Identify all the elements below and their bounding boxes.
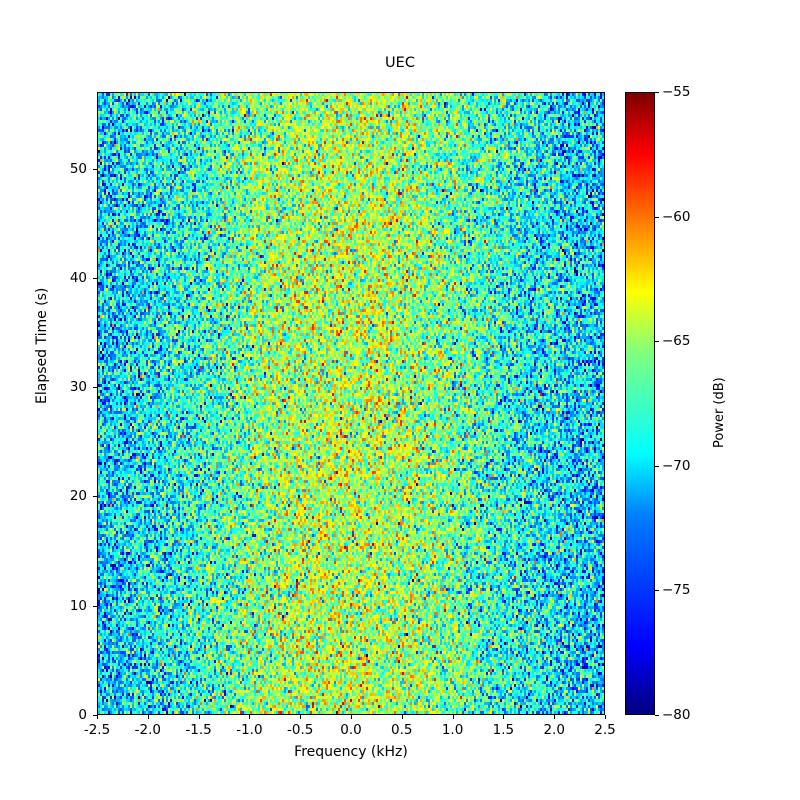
colorbar-tick-label: −60 <box>662 208 691 225</box>
x-tick-mark <box>401 715 403 719</box>
y-tick-label: 20 <box>69 488 87 505</box>
x-tick-label: 0.0 <box>340 722 362 738</box>
y-tick-label: 0 <box>78 707 87 723</box>
x-axis-label: Frequency (kHz) <box>294 744 408 760</box>
y-tick-label: 10 <box>69 597 87 614</box>
x-tick-label: 1.5 <box>492 722 515 738</box>
y-tick-mark <box>93 168 97 170</box>
x-tick-mark <box>97 715 98 719</box>
power-colorbar[interactable] <box>625 92 655 715</box>
colorbar-tick-mark <box>655 715 659 716</box>
colorbar-tick-mark <box>655 92 659 93</box>
colorbar-tick-label: −70 <box>662 457 691 474</box>
x-tick-mark <box>249 715 251 719</box>
x-tick-label: -1.0 <box>236 722 263 738</box>
colorbar-tick-mark <box>655 216 659 218</box>
x-tick-label: 0.5 <box>391 722 413 738</box>
title-line-station: UEC <box>385 55 415 71</box>
y-tick-mark <box>93 387 97 389</box>
x-tick-mark <box>300 715 302 719</box>
colorbar-tick-mark <box>655 465 659 467</box>
colorbar-label: Power (dB) <box>712 377 727 448</box>
colorbar-tick-mark <box>655 590 659 592</box>
y-tick-mark <box>93 496 97 498</box>
x-tick-label: 2.0 <box>543 722 565 738</box>
x-tick-mark <box>605 715 606 719</box>
x-tick-mark <box>198 715 200 719</box>
y-axis-label: Elapsed Time (s) <box>34 287 50 404</box>
x-tick-mark <box>452 715 454 719</box>
x-tick-label: -0.5 <box>287 722 314 738</box>
x-tick-label: -1.5 <box>185 722 212 738</box>
x-tick-label: 2.5 <box>594 722 616 738</box>
colorbar-tick-mark <box>655 341 659 343</box>
x-tick-label: -2.5 <box>83 722 111 738</box>
spectrogram-axes[interactable] <box>97 92 605 715</box>
x-tick-label: -2.0 <box>134 722 161 738</box>
colorbar-tick-label: −65 <box>662 333 691 350</box>
x-tick-mark <box>351 715 352 719</box>
x-tick-mark <box>147 715 149 719</box>
y-tick-label: 30 <box>69 379 87 396</box>
x-tick-mark <box>554 715 556 719</box>
y-tick-label: 40 <box>69 269 87 286</box>
y-tick-mark <box>93 715 97 716</box>
colorbar-tick-label: −55 <box>662 84 691 100</box>
colorbar-tick-label: −75 <box>662 582 691 599</box>
colorbar-tick-label: −80 <box>662 707 691 723</box>
y-tick-mark <box>93 605 97 607</box>
x-tick-mark <box>503 715 505 719</box>
y-tick-label: 50 <box>69 160 87 177</box>
x-tick-label: 1.0 <box>441 722 464 738</box>
spectrogram-heatmap <box>98 93 604 714</box>
y-tick-mark <box>93 277 97 279</box>
